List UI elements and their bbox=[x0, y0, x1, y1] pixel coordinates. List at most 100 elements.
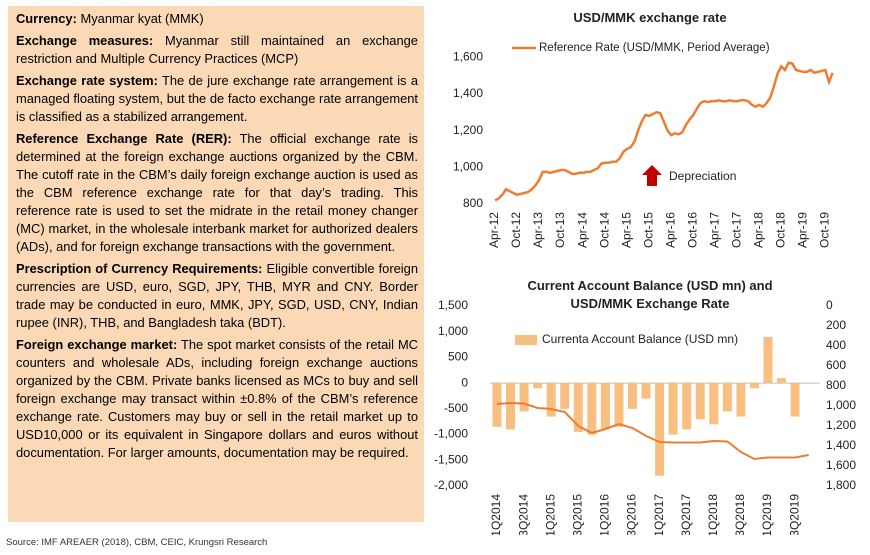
paragraph-text: Eligible convertible foreign currencies … bbox=[16, 261, 418, 330]
y2-tick-label: 200 bbox=[826, 318, 846, 332]
bar bbox=[533, 383, 543, 389]
paragraph: Foreign exchange market: The spot market… bbox=[16, 336, 418, 462]
paragraph: Reference Exchange Rate (RER): The offic… bbox=[16, 130, 418, 256]
paragraph-text: Myanmar kyat (MMK) bbox=[80, 11, 204, 26]
bar bbox=[763, 336, 773, 384]
bar bbox=[749, 383, 759, 389]
legend-swatch bbox=[515, 335, 537, 345]
bar bbox=[682, 383, 692, 430]
y2-tick-label: 1,600 bbox=[826, 458, 856, 472]
x-tick-label: 1Q2016 bbox=[598, 494, 612, 535]
x-tick-label: Apr-18 bbox=[751, 212, 765, 248]
x-tick-label: Apr-15 bbox=[619, 212, 633, 248]
legend-label: Currenta Account Balance (USD mn) bbox=[542, 332, 738, 346]
y2-tick-label: 800 bbox=[826, 378, 846, 392]
y-tick-label: 0 bbox=[461, 375, 468, 389]
bar bbox=[573, 383, 583, 432]
x-tick-label: Oct-12 bbox=[509, 212, 523, 248]
depreciation-arrow bbox=[642, 165, 662, 186]
info-panel: Currency: Myanmar kyat (MMK) Exchange mea… bbox=[8, 6, 424, 522]
paragraph-label: Exchange measures: bbox=[16, 33, 154, 48]
paragraph-label: Prescription of Currency Requirements: bbox=[16, 261, 263, 276]
paragraph-text: The de jure exchange rate arrangement is… bbox=[16, 73, 418, 124]
bar bbox=[790, 383, 800, 417]
bar bbox=[655, 383, 665, 476]
x-tick-label: 3Q2019 bbox=[787, 494, 801, 535]
bar bbox=[546, 383, 556, 417]
chart-title: Current Account Balance (USD mn) and USD… bbox=[527, 278, 773, 311]
y-tick-label: 1,200 bbox=[453, 123, 483, 137]
x-tick-label: Oct-13 bbox=[553, 212, 567, 248]
paragraph-text: The spot market consists of the retail M… bbox=[16, 337, 418, 460]
legend-label: Reference Rate (USD/MMK, Period Average) bbox=[539, 42, 770, 54]
y-tick-label: 800 bbox=[463, 196, 483, 210]
paragraph-label: Currency: bbox=[16, 11, 77, 26]
x-tick-label: Oct-14 bbox=[597, 212, 611, 248]
bar bbox=[614, 383, 624, 427]
x-tick-label: Apr-12 bbox=[487, 212, 501, 248]
paragraph: Exchange rate system: The de jure exchan… bbox=[16, 72, 418, 126]
y-tick-label: 1,000 bbox=[453, 159, 483, 173]
paragraph-label: Reference Exchange Rate (RER): bbox=[16, 131, 232, 146]
paragraph-text: The official exchange rate is determined… bbox=[16, 131, 419, 254]
x-tick-label: Oct-19 bbox=[817, 212, 831, 248]
bar bbox=[506, 383, 516, 430]
bar bbox=[722, 383, 732, 412]
y2-tick-label: 0 bbox=[826, 298, 833, 312]
y-tick-label: -500 bbox=[444, 401, 468, 415]
paragraph-label: Foreign exchange market: bbox=[16, 337, 178, 352]
y-tick-label: 500 bbox=[448, 350, 468, 364]
bar bbox=[736, 383, 746, 417]
x-tick-label: Apr-14 bbox=[575, 212, 589, 248]
paragraph: Prescription of Currency Requirements: E… bbox=[16, 260, 418, 332]
line bbox=[494, 61, 834, 202]
x-tick-label: Apr-17 bbox=[707, 212, 721, 248]
x-tick-label: 3Q2014 bbox=[516, 494, 530, 535]
paragraph-label: Exchange rate system: bbox=[16, 73, 158, 88]
line bbox=[496, 401, 809, 461]
y2-tick-label: 1,200 bbox=[826, 418, 856, 432]
x-tick-label: 1Q2019 bbox=[760, 494, 774, 535]
x-tick-label: Oct-17 bbox=[729, 212, 743, 248]
chart-title: USD/MMK exchange rate bbox=[573, 10, 727, 25]
x-tick-label: Oct-18 bbox=[773, 212, 787, 248]
y2-tick-label: 1,400 bbox=[826, 438, 856, 452]
y2-tick-label: 1,800 bbox=[826, 478, 856, 492]
bar bbox=[709, 383, 719, 425]
x-tick-label: Oct-15 bbox=[641, 212, 655, 248]
x-tick-label: Oct-16 bbox=[685, 212, 699, 248]
bar bbox=[519, 383, 529, 412]
y2-tick-label: 1,000 bbox=[826, 398, 856, 412]
charts: Depreciation 800 1,000 1,200 1,400 1,600 Apr-… bbox=[434, 42, 856, 535]
bar bbox=[600, 383, 610, 430]
y-tick-label: -1,500 bbox=[434, 452, 468, 466]
y-tick-label: 1,000 bbox=[438, 324, 468, 338]
x-tick-label: Apr-16 bbox=[663, 212, 677, 248]
x-tick-label: 3Q2016 bbox=[625, 494, 639, 535]
y-tick-label: -2,000 bbox=[434, 478, 468, 492]
y-tick-label: 1,600 bbox=[453, 49, 483, 63]
x-tick-label: Apr-13 bbox=[531, 212, 545, 248]
bar bbox=[695, 383, 705, 420]
x-tick-label: 3Q2015 bbox=[570, 494, 584, 535]
bar bbox=[560, 383, 570, 409]
y2-tick-label: 400 bbox=[826, 338, 846, 352]
bar bbox=[587, 383, 597, 435]
bar bbox=[641, 383, 651, 399]
y-tick-label: -1,000 bbox=[434, 427, 468, 441]
y-tick-label: 1,400 bbox=[453, 86, 483, 100]
x-tick-label: 1Q2015 bbox=[543, 494, 557, 535]
y-tick-label: 1,500 bbox=[438, 298, 468, 312]
source-note: Source: IMF AREAER (2018), CBM, CEIC, Kr… bbox=[6, 537, 268, 548]
x-tick-label: 3Q2017 bbox=[679, 494, 693, 535]
paragraph-text: Myanmar still maintained an exchange res… bbox=[16, 33, 418, 66]
x-tick-label: 1Q2017 bbox=[652, 494, 666, 535]
bar bbox=[777, 378, 787, 384]
bar bbox=[492, 383, 502, 427]
paragraph: Exchange measures: Myanmar still maintai… bbox=[16, 32, 418, 68]
bar bbox=[628, 383, 637, 409]
x-tick-label: Apr-19 bbox=[795, 212, 809, 248]
annotation: Depreciation bbox=[669, 169, 736, 183]
x-tick-label: 1Q2018 bbox=[706, 494, 720, 535]
